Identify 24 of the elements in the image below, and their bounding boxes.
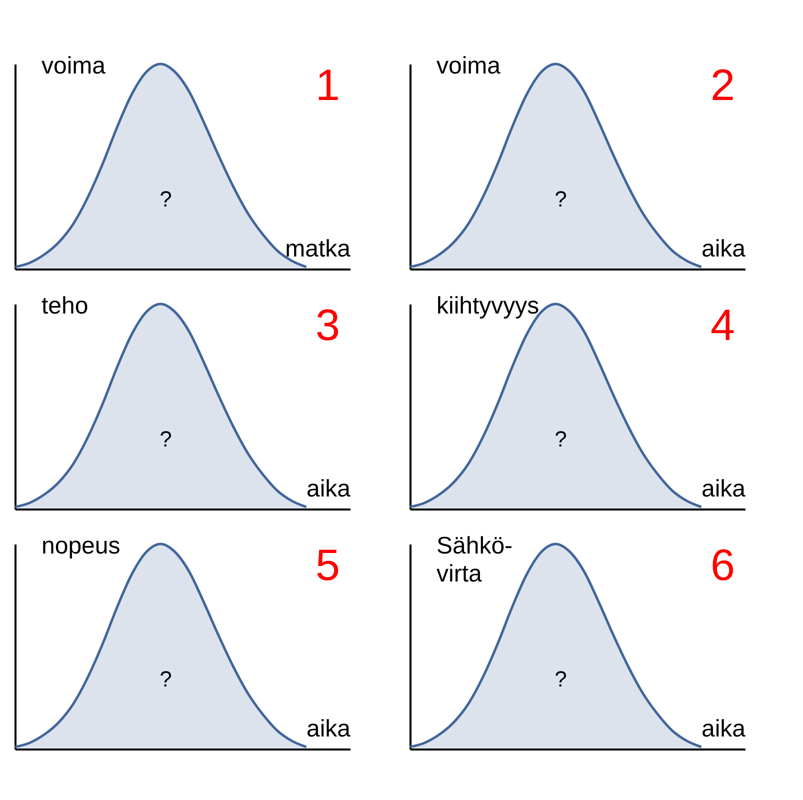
x-axis-title: aika xyxy=(306,476,352,502)
x-axis-title: aika xyxy=(306,716,352,742)
annotation: ? xyxy=(160,666,172,692)
annotation: ? xyxy=(554,186,567,212)
x-axis-title: aika xyxy=(701,476,746,502)
chart-title: 2 xyxy=(710,61,735,110)
chart-title: 1 xyxy=(316,61,340,110)
chart-title: 3 xyxy=(316,301,340,350)
chart-title: 4 xyxy=(710,301,735,350)
x-axis-title: aika xyxy=(701,716,746,742)
y-axis-title: Sähkö-virta xyxy=(436,532,513,588)
annotation: ? xyxy=(160,426,172,452)
y-axis-title: voima xyxy=(42,52,106,80)
y-axis-title: nopeus xyxy=(42,532,120,560)
x-axis-title: aika xyxy=(701,236,746,262)
annotation: ? xyxy=(554,666,567,692)
annotation: ? xyxy=(160,186,172,212)
y-axis-title: kiihtyvyys xyxy=(436,292,540,320)
x-axis-title: matka xyxy=(285,236,352,262)
y-axis-title: voima xyxy=(436,52,502,80)
annotation: ? xyxy=(554,426,567,452)
chart-title: 6 xyxy=(710,541,735,590)
y-axis-title: teho xyxy=(42,292,88,320)
chart-title: 5 xyxy=(316,541,340,590)
